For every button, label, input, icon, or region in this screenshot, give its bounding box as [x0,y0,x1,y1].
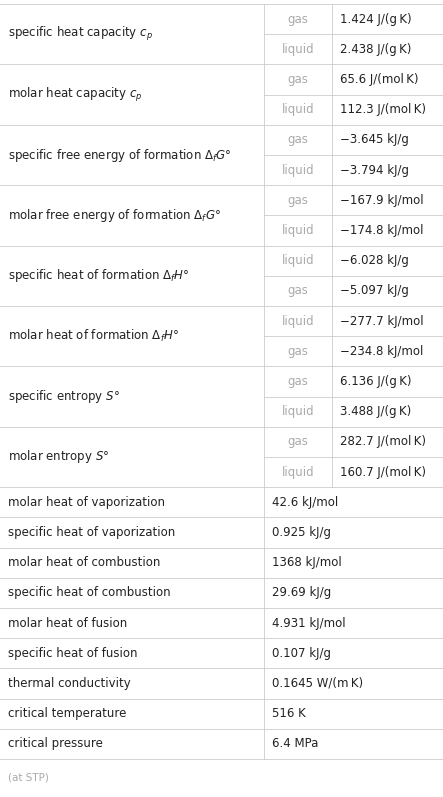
Text: liquid: liquid [282,254,314,267]
Text: gas: gas [288,73,308,86]
Text: gas: gas [288,13,308,26]
Text: specific heat capacity $c_p$: specific heat capacity $c_p$ [8,26,153,43]
Text: liquid: liquid [282,405,314,418]
Text: 516 K: 516 K [272,707,305,720]
Text: liquid: liquid [282,465,314,479]
Text: −277.7 kJ/mol: −277.7 kJ/mol [340,315,424,328]
Text: 160.7 J/(mol K): 160.7 J/(mol K) [340,465,426,479]
Text: liquid: liquid [282,315,314,328]
Text: specific entropy $S°$: specific entropy $S°$ [8,388,120,405]
Text: liquid: liquid [282,103,314,116]
Text: −6.028 kJ/g: −6.028 kJ/g [340,254,409,267]
Text: −234.8 kJ/mol: −234.8 kJ/mol [340,345,424,358]
Text: 6.136 J/(g K): 6.136 J/(g K) [340,375,412,388]
Text: 42.6 kJ/mol: 42.6 kJ/mol [272,496,338,508]
Text: critical temperature: critical temperature [8,707,126,720]
Text: specific heat of combustion: specific heat of combustion [8,587,171,599]
Text: gas: gas [288,375,308,388]
Text: liquid: liquid [282,224,314,237]
Text: −5.097 kJ/g: −5.097 kJ/g [340,285,409,297]
Text: specific heat of vaporization: specific heat of vaporization [8,526,175,539]
Text: thermal conductivity: thermal conductivity [8,677,131,690]
Text: 0.925 kJ/g: 0.925 kJ/g [272,526,330,539]
Text: critical pressure: critical pressure [8,737,103,751]
Text: specific free energy of formation $\Delta_f G°$: specific free energy of formation $\Delt… [8,147,232,163]
Text: molar entropy $S°$: molar entropy $S°$ [8,449,109,465]
Text: 2.438 J/(g K): 2.438 J/(g K) [340,43,412,56]
Text: −3.794 kJ/g: −3.794 kJ/g [340,163,409,177]
Text: gas: gas [288,285,308,297]
Text: 6.4 MPa: 6.4 MPa [272,737,318,751]
Text: −174.8 kJ/mol: −174.8 kJ/mol [340,224,424,237]
Text: 282.7 J/(mol K): 282.7 J/(mol K) [340,435,426,449]
Text: 0.1645 W/(m K): 0.1645 W/(m K) [272,677,363,690]
Text: 0.107 kJ/g: 0.107 kJ/g [272,647,330,660]
Text: 29.69 kJ/g: 29.69 kJ/g [272,587,331,599]
Text: −167.9 kJ/mol: −167.9 kJ/mol [340,194,424,206]
Text: gas: gas [288,133,308,147]
Text: specific heat of formation $\Delta_f H°$: specific heat of formation $\Delta_f H°$ [8,267,190,285]
Text: 3.488 J/(g K): 3.488 J/(g K) [340,405,412,418]
Text: 4.931 kJ/mol: 4.931 kJ/mol [272,617,345,630]
Text: gas: gas [288,435,308,449]
Text: molar heat of formation $\Delta_f H°$: molar heat of formation $\Delta_f H°$ [8,328,179,344]
Text: molar heat capacity $c_p$: molar heat capacity $c_p$ [8,85,143,104]
Text: molar heat of vaporization: molar heat of vaporization [8,496,165,508]
Text: −3.645 kJ/g: −3.645 kJ/g [340,133,409,147]
Text: 1368 kJ/mol: 1368 kJ/mol [272,556,342,569]
Text: 1.424 J/(g K): 1.424 J/(g K) [340,13,412,26]
Text: liquid: liquid [282,163,314,177]
Text: molar heat of fusion: molar heat of fusion [8,617,127,630]
Text: molar heat of combustion: molar heat of combustion [8,556,160,569]
Text: (at STP): (at STP) [8,772,49,782]
Text: molar free energy of formation $\Delta_f G°$: molar free energy of formation $\Delta_f… [8,207,221,224]
Text: specific heat of fusion: specific heat of fusion [8,647,137,660]
Text: gas: gas [288,194,308,206]
Text: 112.3 J/(mol K): 112.3 J/(mol K) [340,103,426,116]
Text: liquid: liquid [282,43,314,56]
Text: 65.6 J/(mol K): 65.6 J/(mol K) [340,73,419,86]
Text: gas: gas [288,345,308,358]
